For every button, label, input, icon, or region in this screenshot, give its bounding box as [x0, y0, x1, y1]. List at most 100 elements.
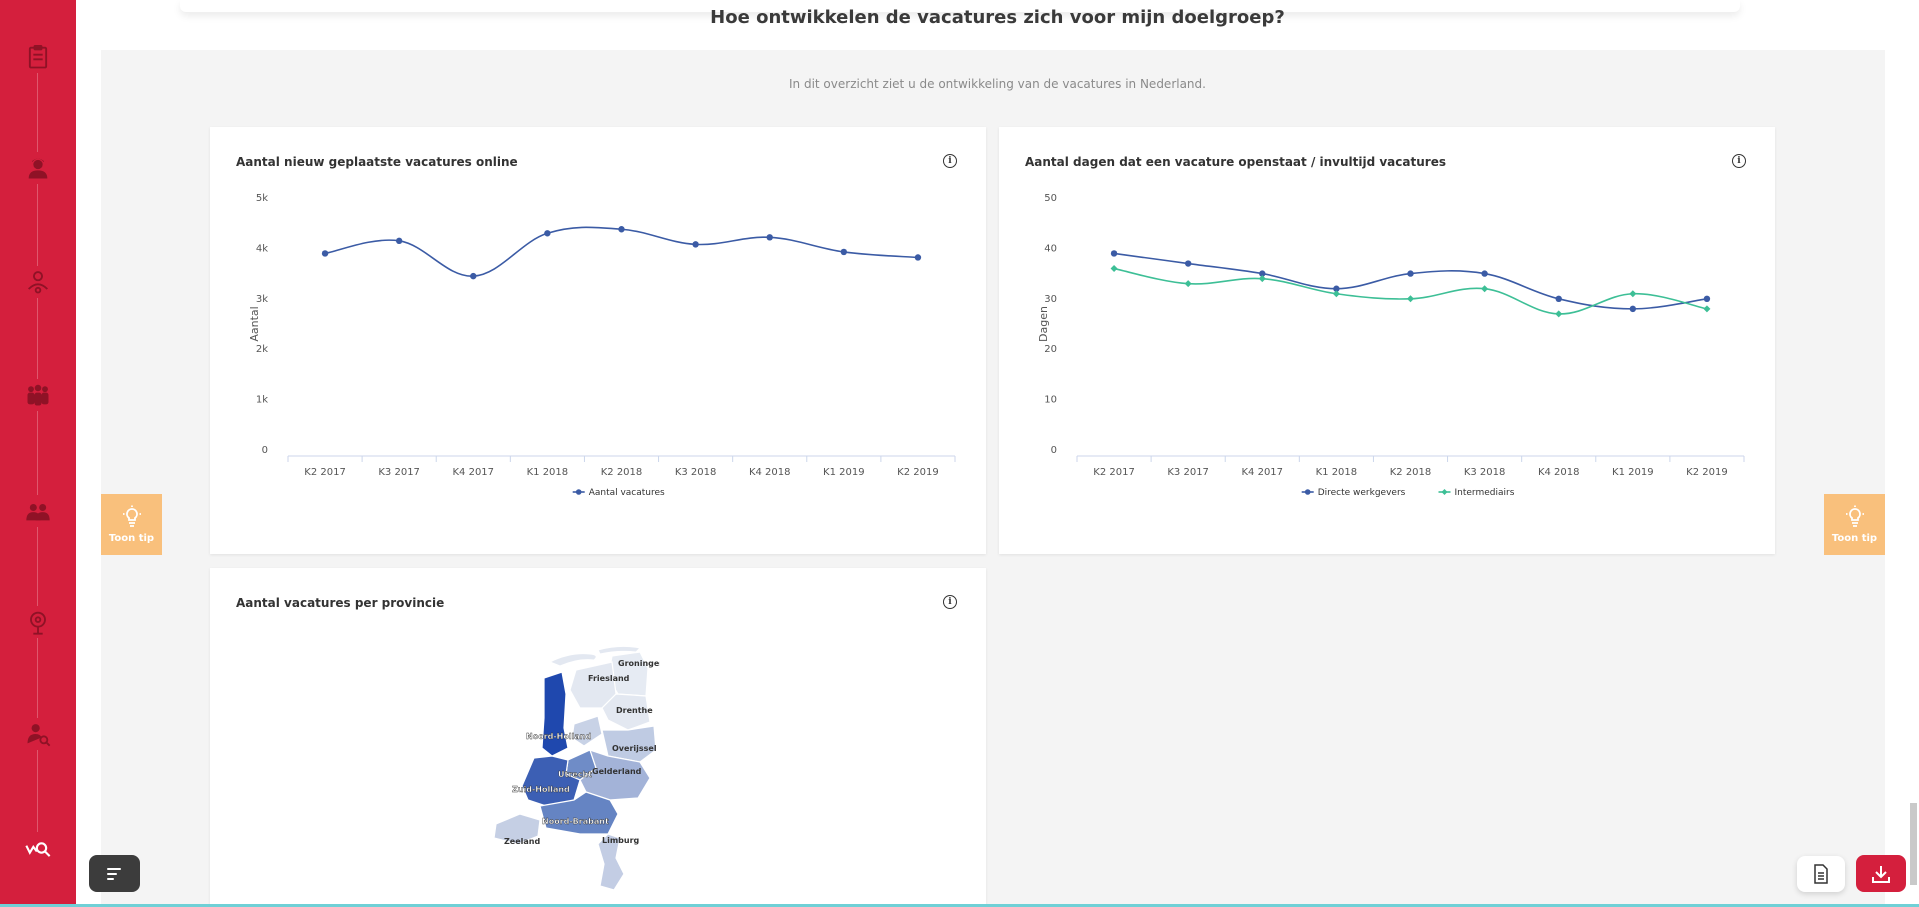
y-tick-label: 50: [1044, 193, 1057, 204]
data-point: [321, 250, 329, 257]
person-search-icon[interactable]: [22, 718, 54, 750]
nurse-icon[interactable]: [22, 152, 54, 184]
card-title: Aantal dagen dat een vacature openstaat …: [1025, 155, 1446, 169]
map-label: Limburg: [602, 836, 640, 845]
team-icon[interactable]: [22, 379, 54, 411]
map-region-noord-holland[interactable]: [541, 671, 569, 757]
data-point: [544, 230, 551, 237]
y-tick-label: 40: [1044, 243, 1057, 254]
data-point: [1555, 310, 1563, 318]
sidebar-rail: [37, 60, 38, 840]
clipboard-icon[interactable]: [22, 41, 54, 73]
document-button[interactable]: [1797, 856, 1845, 892]
doctor-icon[interactable]: [22, 266, 54, 298]
legend-label: Intermediairs: [1455, 488, 1515, 498]
map-label: Zuid-Holland: [512, 785, 570, 794]
top-header-card: [180, 0, 1740, 12]
x-tick-label: K4 2018: [749, 467, 791, 478]
map-region-flevoland[interactable]: [571, 715, 603, 747]
legend-marker: [1304, 489, 1311, 495]
document-icon: [1814, 864, 1828, 884]
series-line: [324, 226, 919, 277]
info-icon[interactable]: i: [943, 154, 957, 168]
x-tick-label: K4 2017: [1241, 467, 1283, 478]
legend-label: Directe werkgevers: [1318, 488, 1406, 498]
data-point: [1629, 305, 1637, 313]
group-icon[interactable]: [22, 495, 54, 527]
x-tick-label: K1 2018: [527, 467, 569, 478]
menu-icon: [106, 867, 121, 880]
map-label: Overijssel: [612, 744, 657, 753]
y-tick-label: 10: [1044, 395, 1057, 406]
data-point: [1110, 265, 1118, 273]
x-tick-label: K2 2018: [1390, 467, 1432, 478]
data-point: [1184, 260, 1192, 267]
card-open-days: Aantal dagen dat een vacature openstaat …: [999, 127, 1775, 554]
x-tick-label: K3 2017: [1167, 467, 1209, 478]
map-region-zuid-holland[interactable]: [521, 755, 581, 809]
data-point: [692, 241, 699, 248]
chart-new-vacancies: 0 1k 2k 3k 4k 5k Aantal K2 2017 K3 2017 K4 2017 K1…: [248, 193, 956, 498]
y-tick-label: 5k: [256, 193, 268, 204]
map-region-zeeland[interactable]: [493, 813, 541, 845]
map-label: Friesland: [588, 674, 630, 683]
data-point: [1407, 270, 1414, 277]
y-tick-label: 1k: [256, 395, 268, 406]
profile-settings-icon[interactable]: [22, 606, 54, 638]
map-region-limburg[interactable]: [597, 833, 625, 891]
card-title: Aantal nieuw geplaatste vacatures online: [236, 155, 518, 169]
data-point: [1333, 285, 1340, 292]
y-axis-title: Aantal: [248, 306, 261, 341]
x-tick-label: K3 2017: [378, 467, 420, 478]
data-point: [1259, 270, 1266, 277]
x-tick-label: K1 2018: [1316, 467, 1358, 478]
x-tick-label: K4 2018: [1538, 467, 1580, 478]
download-icon: [1872, 865, 1890, 883]
bottom-accent-line: [0, 904, 1919, 907]
scrollbar-thumb[interactable]: [1910, 803, 1917, 885]
map-region-wadden: [548, 653, 597, 667]
page-subtitle: In dit overzicht ziet u de ontwikkeling …: [789, 77, 1206, 91]
data-point: [1481, 270, 1488, 277]
card-per-province: Aantal vacatures per provincie i: [210, 568, 986, 907]
data-point: [1555, 295, 1562, 302]
map-label: Groningen: [618, 659, 660, 668]
x-tick-label: K4 2017: [452, 467, 494, 478]
map-label: Gelderland: [592, 767, 642, 776]
tip-button-left[interactable]: Toon tip: [101, 494, 162, 555]
y-tick-label: 4k: [256, 243, 268, 254]
legend-marker: [1441, 489, 1448, 495]
y-tick-label: 0: [262, 445, 268, 456]
netherlands-map[interactable]: Groningen Friesland Drenthe Noord-Hollan…: [490, 638, 660, 898]
market-search-icon[interactable]: [22, 832, 54, 864]
x-tick-label: K2 2017: [1093, 467, 1135, 478]
y-tick-label: 30: [1044, 294, 1057, 305]
data-point: [1407, 295, 1414, 303]
map-label: Noord-Holland: [526, 732, 591, 741]
page-title: Hoe ontwikkelen de vacatures zich voor m…: [710, 7, 1285, 28]
info-icon[interactable]: i: [1732, 154, 1746, 168]
sidebar: [0, 0, 76, 907]
data-point: [914, 254, 922, 261]
data-point: [1332, 290, 1340, 298]
info-icon[interactable]: i: [943, 595, 957, 609]
x-tick-label: K1 2019: [823, 467, 865, 478]
tip-button-right[interactable]: Toon tip: [1824, 494, 1885, 555]
legend-label: Aantal vacatures: [589, 488, 665, 498]
data-point: [395, 237, 403, 245]
map-region-gelderland[interactable]: [579, 749, 651, 801]
data-point: [1703, 295, 1711, 302]
map-label: Noord-Brabant: [542, 817, 609, 826]
download-button[interactable]: [1856, 855, 1906, 892]
data-point: [1110, 250, 1118, 257]
data-point: [840, 248, 848, 256]
card-new-vacancies: Aantal nieuw geplaatste vacatures online…: [210, 127, 986, 554]
x-tick-label: K3 2018: [675, 467, 717, 478]
lightbulb-icon: [122, 505, 141, 527]
map-region-noord-brabant[interactable]: [539, 791, 619, 835]
card-title: Aantal vacatures per provincie: [236, 596, 445, 610]
menu-button[interactable]: [89, 855, 140, 892]
x-tick-label: K2 2019: [1686, 467, 1728, 478]
data-point: [470, 272, 477, 280]
